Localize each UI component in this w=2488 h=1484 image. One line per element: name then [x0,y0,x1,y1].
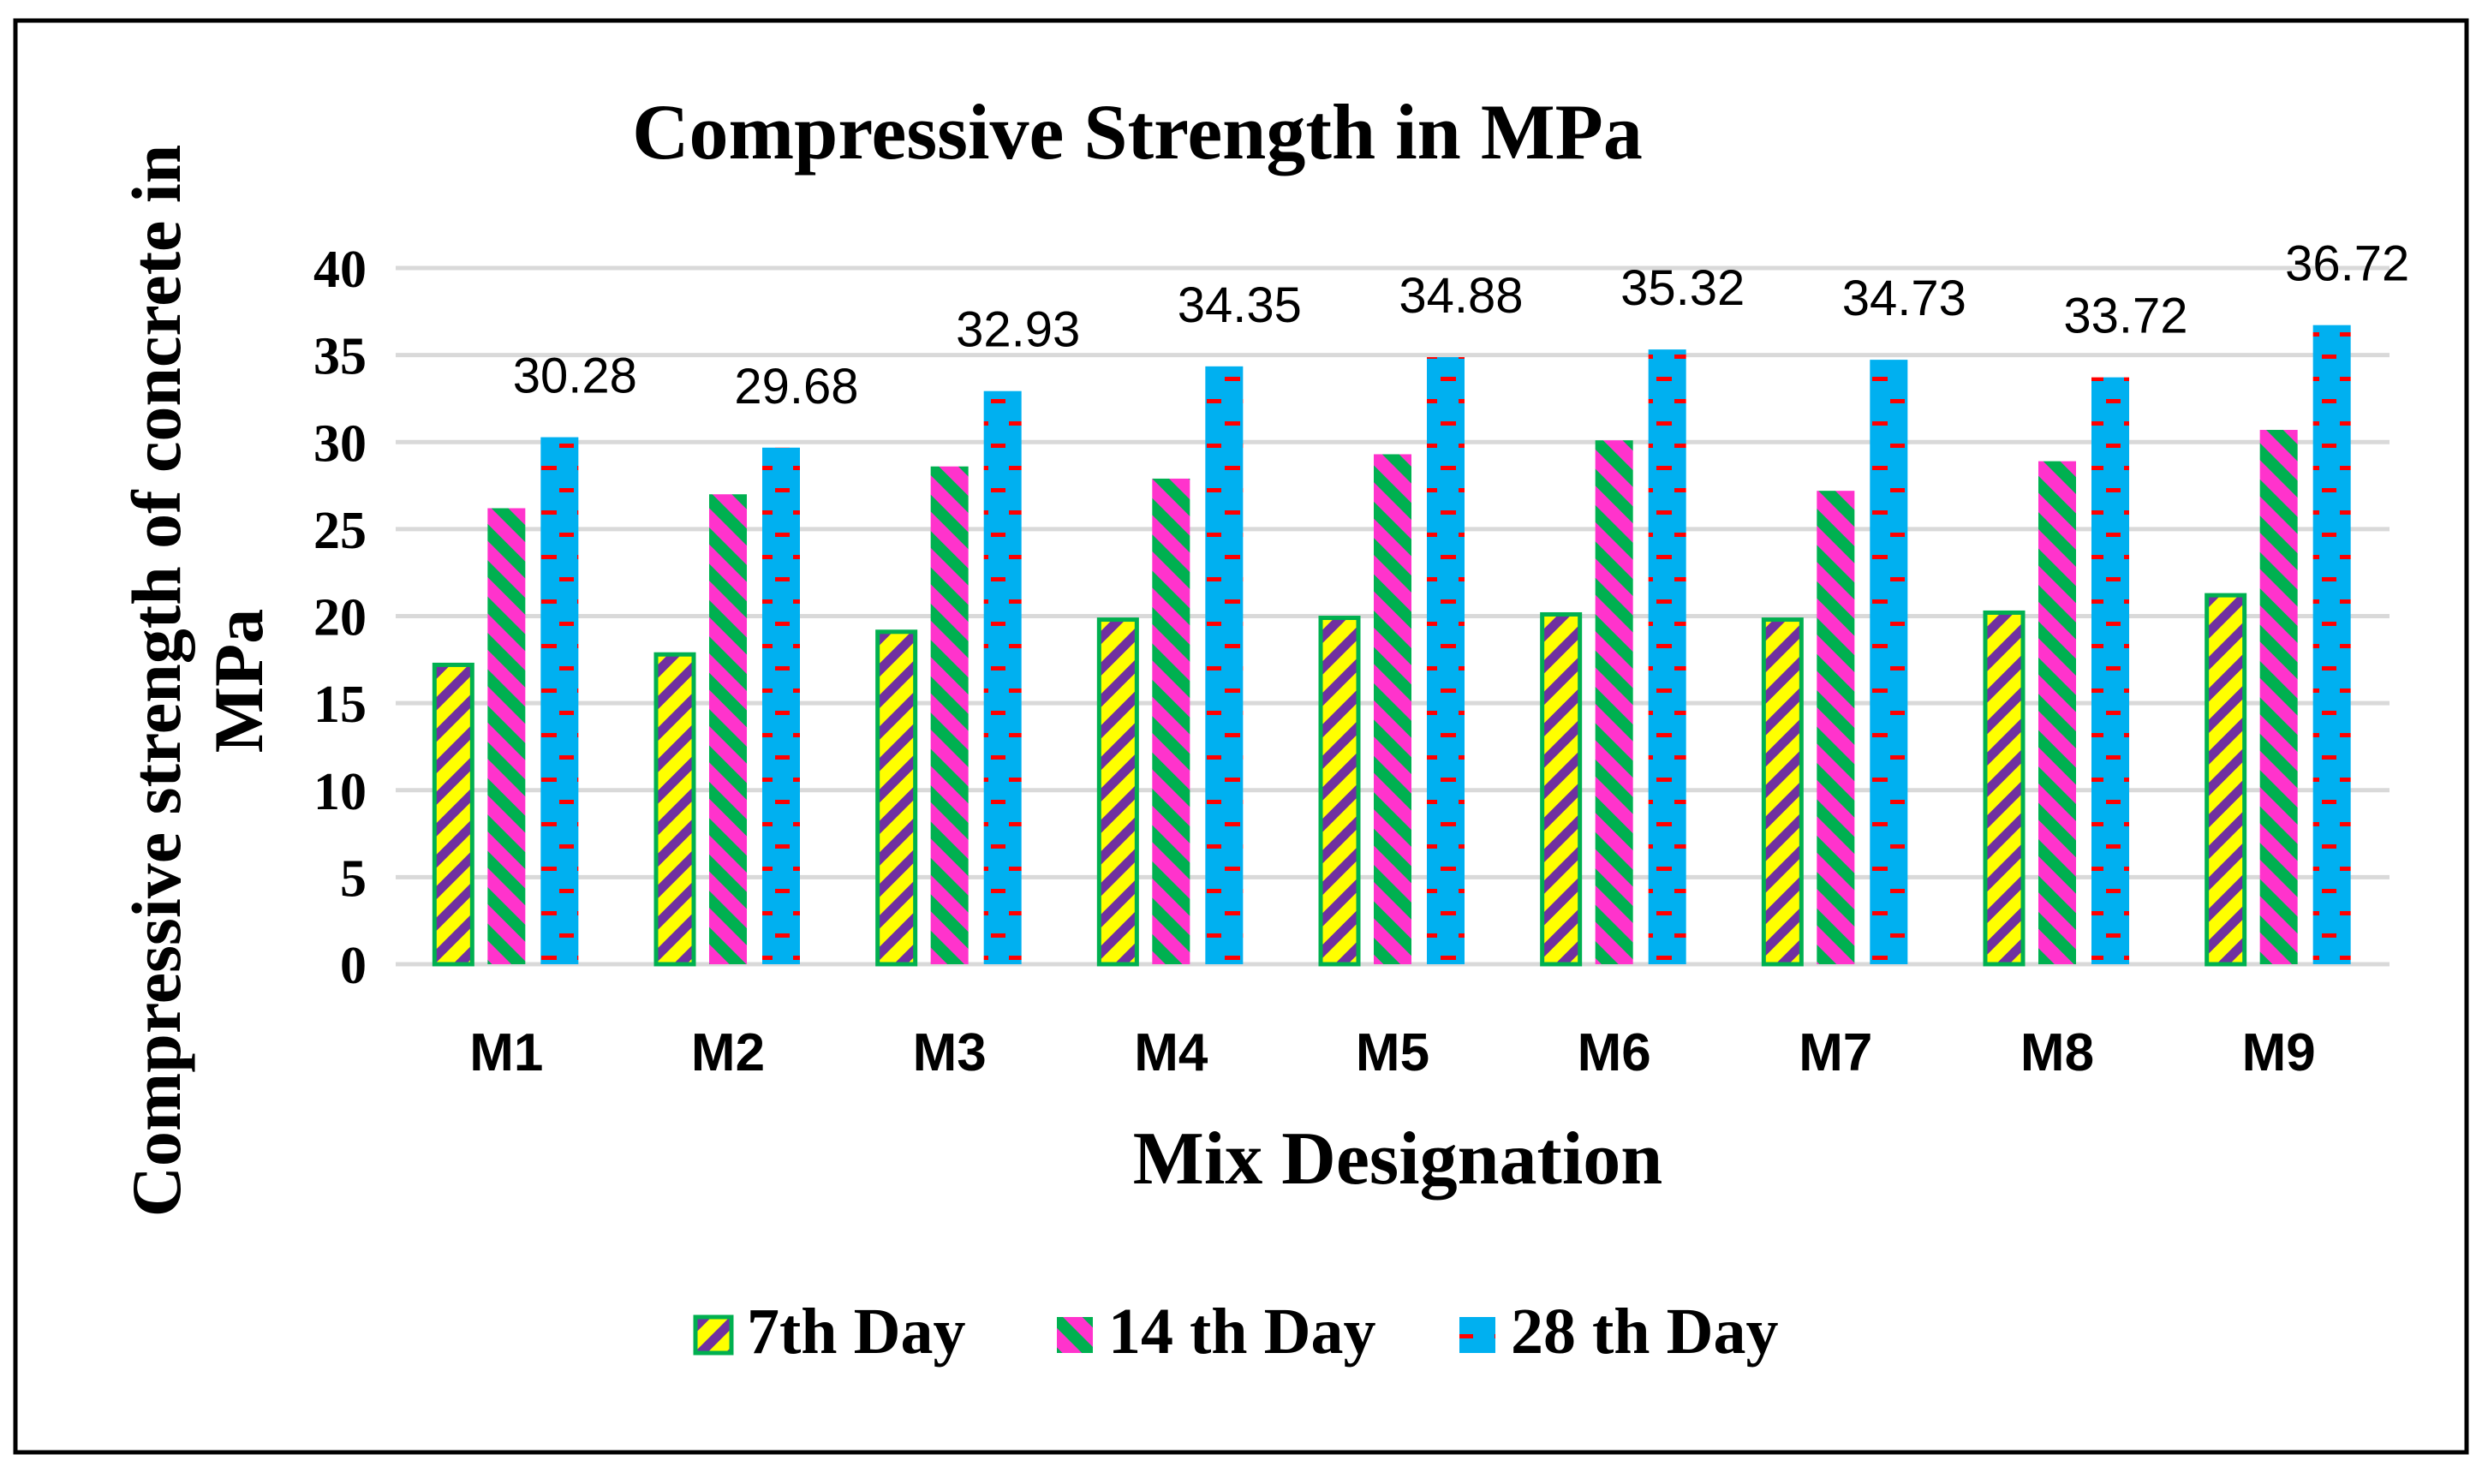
bar-m2-series-1 [653,652,696,967]
y-tick-label: 40 [313,241,367,299]
chart-title: Compressive Strength in MPa [632,88,1643,176]
y-axis-label-line-1: Compressive strength of concrete in [117,145,195,1218]
y-tick-label: 30 [313,414,367,473]
bar-m9-series-3 [2312,325,2351,964]
legend-label-1: 7th Day [747,1296,965,1368]
legend: 7th Day 14 th Day 28 th Day [693,1296,1778,1368]
x-tick-labels: M1 M2 M3 M4 M5 M6 M7 M8 M9 [469,1023,2315,1082]
bar-m6-series-2 [1595,440,1633,964]
bar-m5-series-2 [1374,454,1411,964]
bar-m8-series-3 [2091,377,2129,964]
legend-label-3: 28 th Day [1511,1296,1778,1368]
x-tick-label-m8: M8 [2020,1023,2094,1082]
data-label-m9: 36.72 [2285,236,2409,292]
bar-m6-series-3 [1648,349,1686,965]
x-tick-label-m4: M4 [1134,1023,1208,1082]
bar-m2-series-3 [762,447,800,964]
bar-m4-series-3 [1205,366,1244,964]
data-label-m7: 34.73 [1842,271,1966,326]
legend-label-2: 14 th Day [1108,1296,1375,1368]
y-tick-label: 15 [313,676,367,734]
data-label-m2: 29.68 [734,359,858,414]
x-tick-label-m1: M1 [469,1023,543,1082]
bar-m3-series-1 [875,629,918,967]
y-tick-label: 20 [313,589,367,647]
bar-m1-series-3 [540,437,579,965]
bar-m7-series-2 [1817,491,1855,964]
bar-m3-series-2 [930,466,969,964]
y-tick-label: 5 [340,849,367,908]
data-label-m1: 30.28 [513,349,637,404]
data-label-m6: 35.32 [1620,260,1745,316]
bar-m8-series-1 [1983,610,2026,967]
x-tick-label-m5: M5 [1356,1023,1429,1082]
legend-swatch-1 [693,1314,734,1356]
bar-m8-series-2 [2038,461,2076,964]
legend-swatch-3 [1459,1317,1495,1353]
x-tick-label-m2: M2 [691,1023,765,1082]
bar-m1-series-1 [432,662,474,967]
bar-m9-series-2 [2259,430,2298,965]
y-tick-label: 10 [313,763,367,821]
data-label-m8: 33.72 [2063,289,2187,344]
x-tick-label-m6: M6 [1578,1023,1651,1082]
bar-m7-series-3 [1870,360,1908,964]
bar-m5-series-1 [1318,616,1361,967]
data-label-m5: 34.88 [1399,268,1523,324]
data-labels: 30.28 29.68 32.93 34.35 34.88 35.32 34.73 33.72… [513,236,2409,414]
bar-m4-series-2 [1152,478,1190,964]
y-tick-labels: 0 5 10 15 20 25 30 35 40 [313,241,367,995]
bar-m7-series-1 [1761,617,1804,967]
bar-m5-series-3 [1427,357,1465,965]
y-tick-label: 25 [313,502,367,560]
x-tick-label-m7: M7 [1799,1023,1872,1082]
data-label-m3: 32.93 [956,302,1080,358]
x-tick-label-m3: M3 [913,1023,987,1082]
bar-m9-series-1 [2205,593,2247,967]
legend-swatch-2 [1057,1317,1093,1353]
bar-m3-series-3 [983,390,1022,964]
y-tick-label: 35 [313,328,367,386]
bar-m2-series-2 [709,494,747,964]
bars [432,325,2351,967]
x-tick-label-m9: M9 [2242,1023,2316,1082]
x-axis-label: Mix Designation [1133,1117,1662,1201]
bar-m4-series-1 [1096,617,1139,967]
data-label-m4: 34.35 [1178,277,1302,333]
bar-m6-series-1 [1540,611,1583,967]
y-tick-label: 0 [340,937,367,995]
bar-m1-series-2 [487,508,526,964]
y-axis-label-line-2: MPa [200,609,277,753]
